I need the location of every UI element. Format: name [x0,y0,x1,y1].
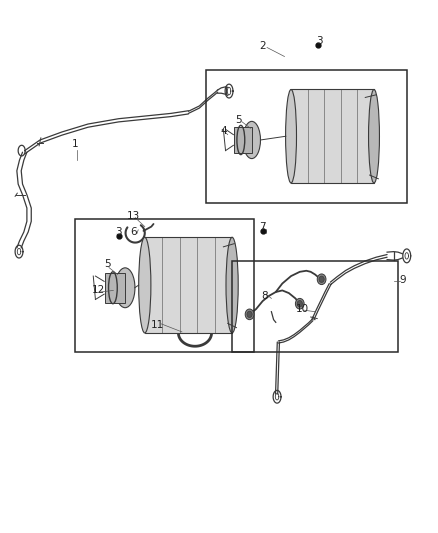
Circle shape [319,276,324,282]
Circle shape [317,274,326,285]
Text: 13: 13 [127,211,141,221]
Bar [145,237,232,333]
Text: 9: 9 [399,275,406,285]
Circle shape [245,309,254,320]
Text: 6: 6 [131,227,137,237]
Circle shape [297,301,302,307]
Text: 8: 8 [261,290,268,301]
Text: 2: 2 [259,41,266,51]
Text: 10: 10 [295,304,308,314]
Text: 7: 7 [259,222,266,232]
Bar [206,70,407,203]
Ellipse shape [243,122,261,159]
Text: 4: 4 [220,126,227,136]
Text: 3: 3 [316,36,323,45]
Ellipse shape [368,90,379,183]
Bar [291,90,374,183]
Text: 1: 1 [71,139,78,149]
Bar [234,127,252,154]
Text: 5: 5 [235,115,242,125]
Bar [75,219,254,352]
Ellipse shape [226,237,238,333]
Ellipse shape [139,237,151,333]
Ellipse shape [115,268,135,308]
Bar [105,273,125,303]
Text: 5: 5 [104,259,111,269]
Text: 3: 3 [115,227,122,237]
Text: 12: 12 [92,286,106,295]
Bar [232,261,398,352]
Circle shape [247,311,252,318]
Ellipse shape [286,90,297,183]
Circle shape [295,298,304,309]
Text: 11: 11 [151,320,165,330]
